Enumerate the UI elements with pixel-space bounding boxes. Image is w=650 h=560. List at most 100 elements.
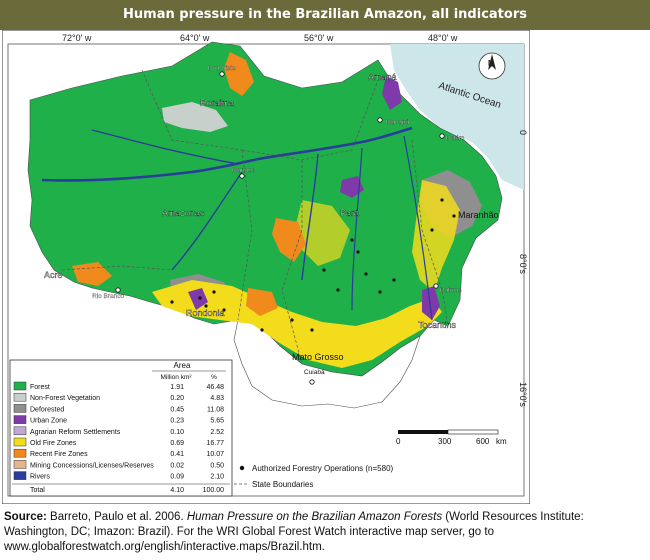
old-fire-zone-south bbox=[152, 280, 442, 368]
city-label-manaus: Manaus bbox=[232, 167, 256, 174]
city-label-cuiaba: Cuiabá bbox=[304, 369, 325, 376]
legend-total-pct: 100.00 bbox=[203, 487, 225, 494]
legend-row-area: 0.20 bbox=[170, 395, 184, 402]
legend-swatch-8 bbox=[13, 471, 27, 480]
svg-text:km: km bbox=[496, 437, 507, 446]
state-boundaries bbox=[61, 69, 449, 365]
longitude-label-64: 64°0' w bbox=[180, 33, 210, 43]
boundary-legend-label: State Boundaries bbox=[252, 480, 313, 489]
legend-row-area: 0.09 bbox=[170, 474, 184, 481]
legend-swatch-4 bbox=[13, 426, 27, 436]
latitude-label-0: 0 bbox=[518, 130, 528, 135]
legend-row-label: Forest bbox=[30, 384, 50, 391]
svg-text:300: 300 bbox=[438, 437, 452, 446]
legend-col-pct: % bbox=[211, 374, 217, 381]
north-arrow-icon: N bbox=[478, 52, 506, 80]
svg-text:0: 0 bbox=[396, 437, 401, 446]
recent-fire-zone-roraima bbox=[224, 52, 254, 96]
recent-fire-zone-acre bbox=[72, 262, 112, 286]
svg-text:600: 600 bbox=[476, 437, 490, 446]
recent-fire-zone-para bbox=[272, 218, 306, 262]
amazon-river bbox=[41, 126, 413, 182]
longitude-label-56: 56°0' w bbox=[304, 33, 334, 43]
legend-row-area: 0.23 bbox=[170, 418, 184, 425]
legend-row-area: 0.02 bbox=[170, 462, 184, 469]
old-fire-zone-east bbox=[412, 180, 460, 292]
latitude-label-8s: 8°0's bbox=[518, 254, 528, 274]
state-label-amazonas: Amazonas bbox=[162, 208, 205, 218]
city-label-belem: Belém bbox=[446, 135, 464, 142]
city-label-palmas: Palmas bbox=[440, 287, 462, 294]
urban-zone-tocantins bbox=[422, 286, 440, 320]
legend-row-label: Recent Fire Zones bbox=[30, 451, 88, 458]
legend-swatch-1 bbox=[13, 392, 27, 402]
recent-fire-zone-south bbox=[246, 288, 278, 316]
state-label-para: Pará bbox=[340, 208, 359, 218]
legend-row-label: Urban Zone bbox=[30, 418, 67, 425]
legend-row-label: Deforested bbox=[30, 406, 64, 413]
legend-row-label: Old Fire Zones bbox=[30, 440, 77, 447]
forestry-operation-dots bbox=[170, 198, 456, 332]
state-label-tocantins: Tocantins bbox=[418, 320, 457, 330]
legend-swatch-0 bbox=[13, 381, 27, 391]
legend-row-label: Non-Forest Vegetation bbox=[30, 395, 100, 402]
city-label-macapa: Macapá bbox=[386, 119, 410, 126]
latitude-label-16s: 16°0's bbox=[518, 382, 528, 407]
state-label-amapa: Amapá bbox=[368, 72, 397, 82]
legend-row-pct: 0.50 bbox=[210, 462, 224, 469]
state-label-mato-grosso: Mato Grosso bbox=[292, 352, 344, 362]
legend-row-pct: 16.77 bbox=[206, 440, 224, 447]
legend-row-pct: 2.10 bbox=[210, 474, 224, 481]
legend-row-label: Rivers bbox=[30, 474, 50, 481]
legend-row-pct: 10.07 bbox=[206, 451, 224, 458]
legend-row-pct: 11.08 bbox=[207, 406, 224, 413]
urban-zone-para bbox=[340, 176, 364, 198]
state-label-acre: Acre bbox=[44, 270, 63, 280]
longitude-label-48: 48°0' w bbox=[428, 33, 458, 43]
page-title: Human pressure in the Brazilian Amazon, … bbox=[0, 0, 650, 30]
legend-swatch-6 bbox=[13, 448, 27, 458]
source-caption: Source: Barreto, Paulo et al. 2006. Huma… bbox=[4, 510, 644, 555]
legend-row-pct: 2.52 bbox=[210, 429, 224, 436]
legend-header: Area bbox=[174, 361, 191, 370]
legend-swatch-3 bbox=[13, 415, 27, 424]
legend-row-area: 1.91 bbox=[170, 384, 184, 391]
legend-row-area: 0.10 bbox=[170, 429, 184, 436]
caption-authors: Barreto, Paulo et al. 2006. bbox=[46, 511, 187, 523]
legend-row-area: 0.69 bbox=[170, 440, 184, 447]
legend-row-label: Agrarian Reform Settlements bbox=[30, 429, 121, 436]
city-label-rio-branco: Rio Branco bbox=[92, 293, 125, 300]
state-label-maranhao: Maranhão bbox=[458, 210, 499, 220]
svg-text:N: N bbox=[488, 59, 494, 68]
caption-source-label: Source: bbox=[4, 511, 47, 523]
legend-total-area: 4.10 bbox=[170, 487, 184, 494]
urban-zone-amapa bbox=[382, 76, 402, 110]
city-label-boa-vista: Boa Vista bbox=[208, 65, 236, 72]
deforested-zone-roraima bbox=[162, 102, 228, 132]
old-fire-zone-para bbox=[296, 200, 350, 266]
amazon-map: 72°0' w 64°0' w 56°0' w 48°0' w 0 8°0's … bbox=[2, 30, 530, 504]
city-markers bbox=[115, 71, 445, 385]
longitude-label-72: 72°0' w bbox=[62, 33, 92, 43]
river-xingu bbox=[351, 147, 363, 311]
legend-col-area: Million km² bbox=[160, 374, 192, 381]
caption-work-title: Human Pressure on the Brazilian Amazon F… bbox=[186, 511, 443, 523]
legend-row-pct: 4.83 bbox=[210, 395, 224, 402]
legend-total-label: Total bbox=[30, 487, 45, 494]
river-negro bbox=[91, 129, 239, 165]
urban-zone-rondonia bbox=[188, 288, 208, 310]
river-tapajos bbox=[301, 153, 319, 281]
legend-swatch-7 bbox=[13, 460, 27, 469]
legend-table: Area Million km² % Forest 1.91 46.48 Non-Fo… bbox=[9, 359, 233, 497]
river-tocantins bbox=[403, 135, 433, 321]
legend-row-label: Mining Concessions/Licenses/Reserves bbox=[30, 462, 154, 469]
forestry-legend-label: Authorized Forestry Operations (n=580) bbox=[252, 464, 394, 473]
legend-row-area: 0.45 bbox=[170, 406, 184, 413]
forestry-legend-dot bbox=[239, 465, 245, 471]
state-label-roraima: Roraima bbox=[200, 98, 234, 108]
river-madeira bbox=[171, 171, 243, 271]
scale-bar: 0 300 600 km bbox=[396, 429, 507, 446]
legend-row-area: 0.41 bbox=[170, 451, 184, 458]
legend-swatch-5 bbox=[13, 437, 27, 447]
ocean-area bbox=[390, 44, 524, 190]
